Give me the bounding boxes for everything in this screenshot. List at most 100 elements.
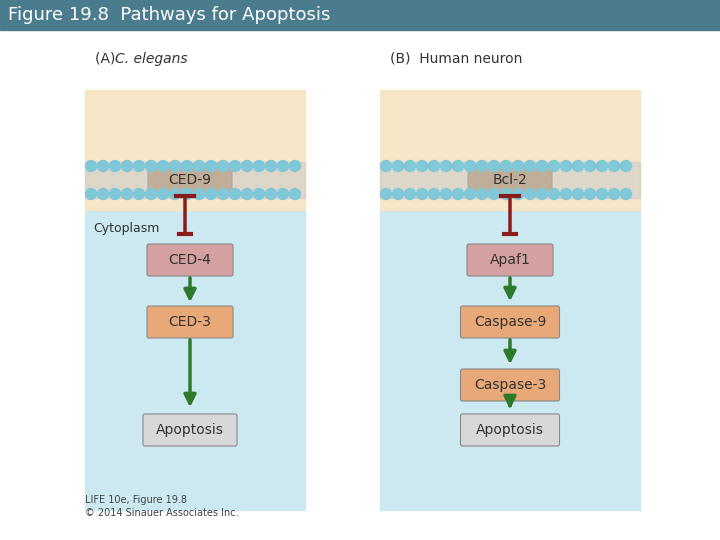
Circle shape	[133, 160, 145, 172]
FancyBboxPatch shape	[147, 306, 233, 338]
Circle shape	[585, 188, 595, 199]
Circle shape	[241, 188, 253, 199]
Text: (B)  Human neuron: (B) Human neuron	[390, 52, 523, 66]
Circle shape	[416, 160, 428, 172]
FancyBboxPatch shape	[467, 244, 553, 276]
Text: Bcl-2: Bcl-2	[492, 173, 527, 187]
Circle shape	[241, 160, 253, 172]
Circle shape	[524, 160, 536, 172]
Circle shape	[596, 160, 608, 172]
Circle shape	[608, 160, 619, 172]
Circle shape	[97, 188, 109, 199]
Circle shape	[464, 160, 475, 172]
Text: Caspase-9: Caspase-9	[474, 315, 546, 329]
Text: Caspase-3: Caspase-3	[474, 378, 546, 392]
Circle shape	[230, 160, 240, 172]
Circle shape	[86, 160, 96, 172]
Circle shape	[405, 160, 415, 172]
Bar	[380, 90, 640, 210]
Circle shape	[621, 160, 631, 172]
Circle shape	[596, 188, 608, 199]
FancyBboxPatch shape	[461, 369, 559, 401]
Text: Apoptosis: Apoptosis	[156, 423, 224, 437]
Circle shape	[289, 160, 300, 172]
Circle shape	[145, 160, 156, 172]
FancyBboxPatch shape	[461, 306, 559, 338]
Circle shape	[452, 160, 464, 172]
Circle shape	[513, 160, 523, 172]
Circle shape	[205, 160, 217, 172]
Circle shape	[169, 188, 181, 199]
Circle shape	[560, 160, 572, 172]
Circle shape	[181, 188, 192, 199]
Circle shape	[549, 188, 559, 199]
Circle shape	[97, 160, 109, 172]
Circle shape	[277, 188, 289, 199]
Circle shape	[549, 160, 559, 172]
Circle shape	[266, 160, 276, 172]
Bar	[85, 210, 305, 510]
Circle shape	[253, 188, 264, 199]
Bar	[380, 210, 640, 510]
Circle shape	[266, 188, 276, 199]
Circle shape	[441, 188, 451, 199]
FancyBboxPatch shape	[468, 164, 552, 196]
Circle shape	[194, 160, 204, 172]
FancyBboxPatch shape	[461, 414, 559, 446]
FancyBboxPatch shape	[143, 414, 237, 446]
Circle shape	[392, 188, 403, 199]
Text: CED-4: CED-4	[168, 253, 212, 267]
Circle shape	[133, 188, 145, 199]
Text: (A): (A)	[95, 52, 124, 66]
Text: Figure 19.8  Pathways for Apoptosis: Figure 19.8 Pathways for Apoptosis	[8, 6, 330, 24]
Circle shape	[289, 188, 300, 199]
Circle shape	[428, 188, 439, 199]
Circle shape	[560, 188, 572, 199]
Circle shape	[488, 160, 500, 172]
Circle shape	[158, 188, 168, 199]
FancyBboxPatch shape	[148, 164, 232, 196]
Text: Apaf1: Apaf1	[490, 253, 531, 267]
Text: CED-3: CED-3	[168, 315, 212, 329]
Circle shape	[585, 160, 595, 172]
Circle shape	[572, 160, 583, 172]
Text: CED-9: CED-9	[168, 173, 212, 187]
Circle shape	[513, 188, 523, 199]
Circle shape	[392, 160, 403, 172]
Circle shape	[277, 160, 289, 172]
Circle shape	[477, 160, 487, 172]
Circle shape	[205, 188, 217, 199]
Circle shape	[621, 188, 631, 199]
Circle shape	[608, 188, 619, 199]
Bar	[0, 0, 720, 30]
Bar	[85, 90, 305, 210]
Circle shape	[428, 160, 439, 172]
Circle shape	[158, 160, 168, 172]
Circle shape	[230, 188, 240, 199]
Circle shape	[536, 160, 547, 172]
Circle shape	[253, 160, 264, 172]
Circle shape	[380, 160, 392, 172]
Circle shape	[194, 188, 204, 199]
Circle shape	[572, 188, 583, 199]
Text: LIFE 10e, Figure 19.8
© 2014 Sinauer Associates Inc.: LIFE 10e, Figure 19.8 © 2014 Sinauer Ass…	[85, 495, 238, 518]
Circle shape	[500, 160, 511, 172]
Circle shape	[464, 188, 475, 199]
Text: C. elegans: C. elegans	[115, 52, 188, 66]
Circle shape	[416, 188, 428, 199]
Bar	[85, 162, 305, 198]
Circle shape	[169, 160, 181, 172]
Circle shape	[181, 160, 192, 172]
Circle shape	[452, 188, 464, 199]
Circle shape	[524, 188, 536, 199]
Circle shape	[217, 160, 228, 172]
Circle shape	[500, 188, 511, 199]
Circle shape	[488, 188, 500, 199]
Circle shape	[109, 188, 120, 199]
FancyBboxPatch shape	[147, 244, 233, 276]
Circle shape	[145, 188, 156, 199]
Circle shape	[405, 188, 415, 199]
Circle shape	[109, 160, 120, 172]
Text: Apoptosis: Apoptosis	[476, 423, 544, 437]
Circle shape	[217, 188, 228, 199]
